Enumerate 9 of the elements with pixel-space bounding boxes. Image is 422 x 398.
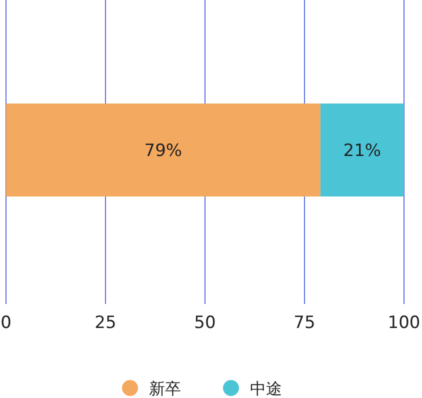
data-label: 79% bbox=[144, 141, 182, 161]
data-label: 21% bbox=[343, 141, 382, 161]
x-tick-label: 75 bbox=[294, 313, 316, 333]
x-tick-label: 100 bbox=[388, 313, 420, 333]
legend-label: 中途 bbox=[250, 379, 282, 398]
legend-label: 新卒 bbox=[149, 379, 181, 398]
x-tick-label: 50 bbox=[194, 313, 216, 333]
x-tick-label: 0 bbox=[0, 313, 12, 333]
x-tick-label: 25 bbox=[94, 313, 116, 333]
